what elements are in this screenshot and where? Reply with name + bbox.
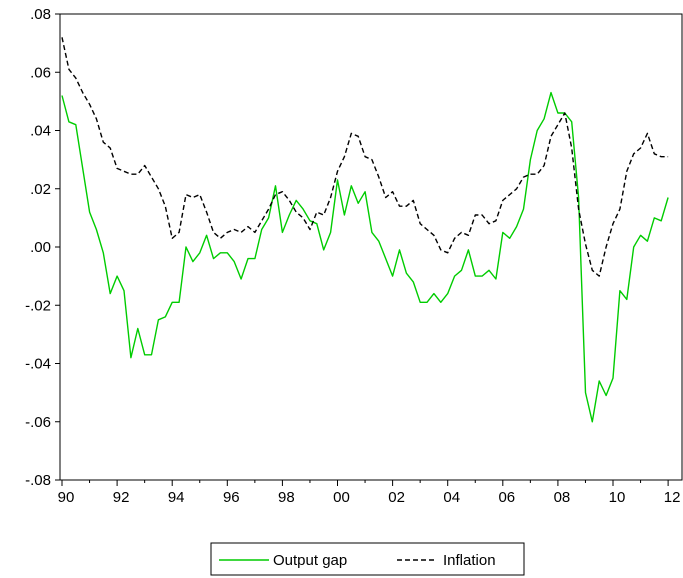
legend-box	[210, 542, 525, 576]
x-tick-label: 10	[609, 489, 626, 506]
y-tick-label: -.02	[25, 297, 51, 314]
series-line-inflation	[61, 37, 669, 277]
legend-label-output-gap: Output gap	[273, 552, 347, 569]
x-tick-label: 90	[58, 489, 75, 506]
y-tick-label: .02	[30, 181, 51, 198]
x-tick-label: 94	[168, 489, 185, 506]
y-tick-label: -.06	[25, 414, 51, 431]
legend-label-inflation: Inflation	[443, 552, 496, 569]
series-line-output-gap	[61, 91, 669, 423]
y-axis: .08 .06 .04 .02 .00 -.02 -.04 -.06 -.08	[25, 6, 60, 489]
series-layer	[61, 37, 669, 423]
x-tick-label: 96	[223, 489, 240, 506]
x-tick-label: 98	[278, 489, 295, 506]
x-tick-label: 06	[498, 489, 515, 506]
y-tick-label: -.04	[25, 356, 51, 373]
x-axis: 90 92 94 96 98 00 02 04 06 08 10 12	[58, 480, 681, 506]
y-tick-label: -.08	[25, 472, 51, 489]
y-tick-label: .08	[30, 6, 51, 23]
y-tick-label: .06	[30, 64, 51, 81]
x-tick-label: 02	[388, 489, 405, 506]
x-tick-label: 12	[664, 489, 681, 506]
y-tick-label: .00	[30, 239, 51, 256]
x-tick-label: 08	[554, 489, 571, 506]
plot-frame	[59, 13, 683, 481]
legend: Output gap Inflation	[210, 542, 525, 576]
y-tick-label: .04	[30, 123, 51, 140]
x-tick-label: 04	[443, 489, 460, 506]
x-tick-label: 92	[113, 489, 130, 506]
x-tick-label: 00	[333, 489, 350, 506]
